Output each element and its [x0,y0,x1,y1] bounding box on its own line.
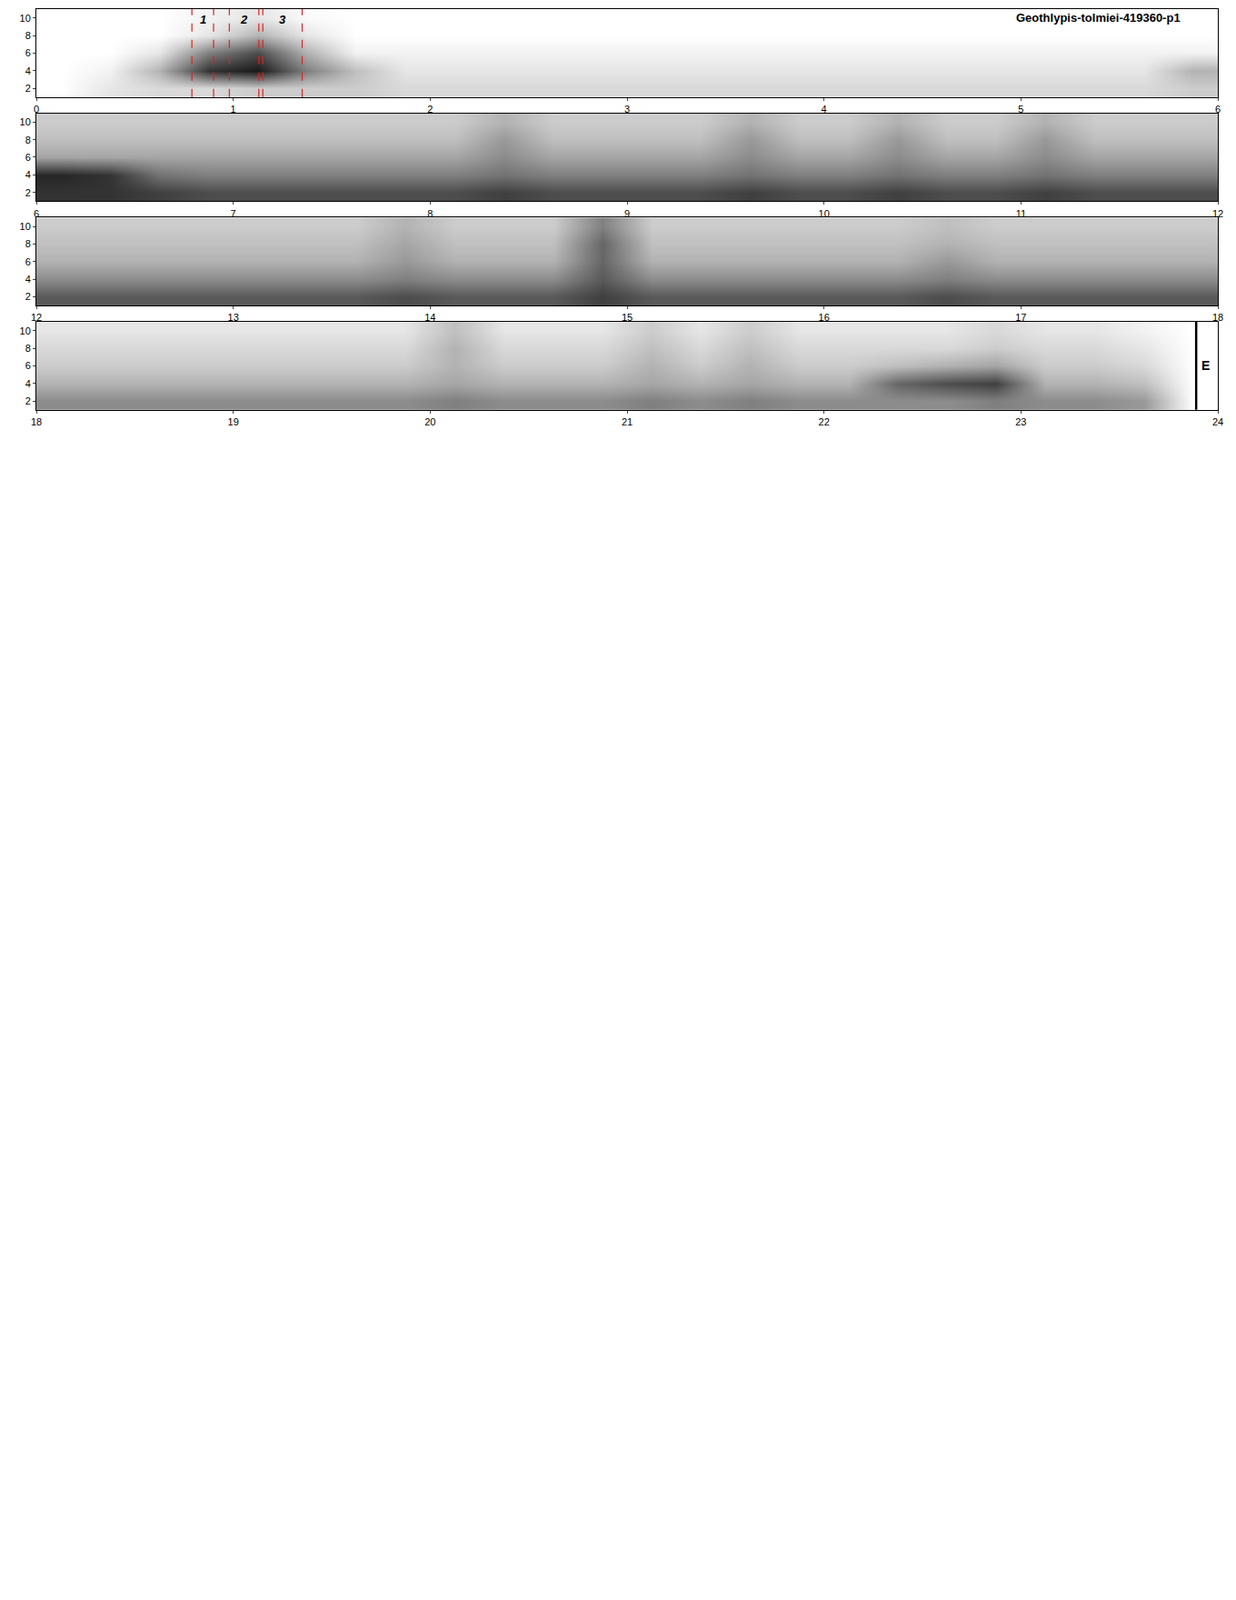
svg-text:16: 16 [818,311,830,323]
svg-text:15: 15 [621,311,633,323]
svg-text:5: 5 [1017,103,1024,115]
svg-text:23: 23 [1015,416,1027,428]
svg-text:8: 8 [25,29,31,41]
svg-text:8: 8 [25,342,31,354]
svg-text:4: 4 [821,103,828,115]
svg-text:4: 4 [25,378,31,389]
svg-text:18: 18 [30,416,42,428]
svg-text:6: 6 [1215,103,1221,115]
svg-text:1: 1 [199,12,207,27]
svg-text:8: 8 [427,208,433,220]
svg-text:9: 9 [624,208,630,220]
svg-text:8: 8 [25,134,31,146]
svg-text:4: 4 [25,169,31,180]
svg-text:6: 6 [25,256,31,268]
svg-text:14: 14 [424,311,436,323]
svg-text:0: 0 [33,103,40,115]
svg-text:4: 4 [25,65,31,77]
svg-text:4: 4 [25,273,31,285]
svg-text:20: 20 [424,416,436,428]
svg-text:10: 10 [19,116,31,128]
svg-text:11: 11 [1016,208,1027,220]
svg-text:2: 2 [239,12,249,27]
svg-text:10: 10 [19,325,31,337]
svg-text:E: E [1201,358,1210,373]
svg-text:6: 6 [33,208,40,220]
svg-text:2: 2 [25,290,31,302]
svg-text:3: 3 [624,103,630,115]
svg-text:24: 24 [1212,416,1224,428]
svg-text:12: 12 [30,311,42,323]
svg-text:6: 6 [25,151,31,163]
svg-text:10: 10 [818,208,830,220]
svg-text:7: 7 [230,208,237,220]
svg-text:8: 8 [25,238,31,250]
svg-text:2: 2 [25,395,31,407]
svg-text:12: 12 [1212,208,1224,220]
svg-text:2: 2 [25,82,31,94]
svg-text:6: 6 [25,359,31,371]
svg-text:13: 13 [228,311,240,323]
svg-text:1: 1 [230,103,237,115]
svg-text:10: 10 [19,220,31,232]
svg-text:6: 6 [25,47,31,59]
svg-text:2: 2 [25,187,31,199]
svg-text:21: 21 [621,416,633,428]
svg-text:10: 10 [19,12,31,24]
svg-text:22: 22 [818,416,830,428]
svg-text:19: 19 [228,416,240,428]
svg-text:17: 17 [1015,311,1027,323]
svg-text:3: 3 [279,12,287,27]
svg-text:Geothlypis-tolmiei-419360-p1: Geothlypis-tolmiei-419360-p1 [1016,10,1181,25]
svg-text:2: 2 [427,103,433,115]
svg-text:18: 18 [1212,311,1224,323]
